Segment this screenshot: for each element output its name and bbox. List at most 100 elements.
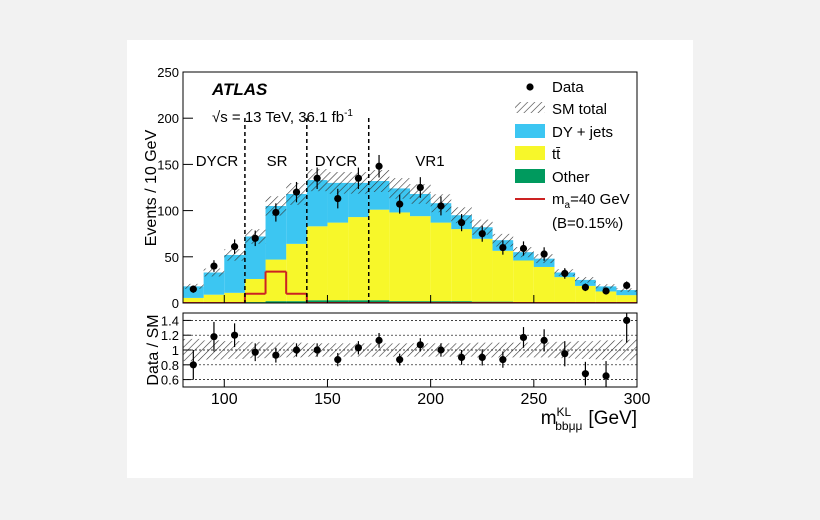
main-plot [183, 118, 637, 303]
legend-swatch [515, 169, 545, 183]
stack-segment [203, 294, 225, 303]
ratio-y-tick-label: 1.4 [161, 313, 179, 328]
ratio-point [272, 351, 280, 359]
stack-segment [616, 290, 637, 296]
x-title-unit: [GeV] [588, 408, 637, 429]
ratio-point [292, 346, 301, 354]
stack-segment [265, 301, 287, 303]
ratio-point [561, 350, 569, 358]
stack-segment [306, 300, 328, 303]
ratio-point [251, 348, 259, 356]
y-axis-title: Events / 10 GeV [143, 129, 160, 246]
stack-segment [183, 297, 204, 303]
ratio-point [354, 344, 363, 352]
legend-signal-rest: =40 GeV [570, 191, 630, 208]
ratio-y-axis-title: Data / SM [145, 314, 162, 385]
y-tick-label: 200 [157, 111, 179, 126]
energy-label: √s = 13 TeV, 36.1 fb-1 [212, 108, 353, 126]
ratio-point [313, 346, 321, 354]
data-point [334, 194, 342, 203]
main-frame [182, 71, 638, 304]
ratio-uncertainty-band [575, 341, 596, 359]
stack-segment [410, 216, 431, 302]
axes: DYCR SR DYCR VR1 0 50 100 150 200 250 0.60.811.21.… [157, 65, 650, 408]
ratio-uncertainty-band [224, 341, 245, 359]
stack-segment [203, 272, 225, 295]
stack-segment [306, 226, 328, 301]
ratio-point [457, 353, 466, 361]
legend-label: SM total [552, 101, 607, 118]
sm-uncertainty-band [203, 268, 225, 277]
stack-segment [575, 285, 596, 303]
ratio-point [375, 336, 383, 344]
legend-signal-name: m [552, 191, 565, 208]
y-tick-label: 250 [157, 65, 179, 80]
stack-segment [348, 217, 369, 301]
legend-sm-swatch [515, 102, 545, 113]
stack-segment [533, 266, 555, 303]
stack-segment [368, 300, 390, 303]
stack-segment [244, 278, 266, 303]
ratio-point [396, 356, 404, 364]
sm-uncertainty-band [616, 288, 637, 292]
stack-segment [575, 279, 596, 286]
sm-uncertainty-band [368, 170, 390, 193]
ratio-point [602, 372, 610, 380]
data-point [478, 230, 486, 238]
ratio-point [210, 333, 218, 341]
legend-signal-sub: a [565, 200, 571, 211]
energy-sup: -1 [344, 108, 353, 119]
data-point [210, 262, 218, 270]
stack-segment [471, 238, 493, 302]
region-label: VR1 [415, 153, 444, 170]
energy-text: √s = 13 TeV, 36.1 fb [212, 109, 344, 126]
ratio-y-tick-label: 1 [172, 343, 179, 358]
stack-segment [244, 236, 266, 279]
x-title-main: m [541, 408, 557, 429]
data-point [354, 174, 363, 182]
data-point [602, 287, 610, 295]
stack-segment [327, 300, 349, 303]
sm-uncertainty-band [575, 277, 596, 283]
x-tick-label: 200 [417, 391, 444, 408]
data-point [396, 200, 404, 208]
data-point [292, 188, 301, 196]
legend-label: ma=40 GeV [552, 191, 630, 211]
data-point [457, 219, 466, 227]
stack-segment [451, 229, 472, 302]
x-tick-label: 300 [624, 391, 651, 408]
x-tick-label: 250 [520, 391, 547, 408]
stack-segment [368, 209, 390, 301]
ratio-point [581, 370, 590, 378]
legend-swatch [515, 146, 545, 160]
ratio-uncertainty-band [492, 342, 514, 358]
stack-segment [616, 295, 637, 303]
data-point [375, 162, 383, 170]
stack-segment [327, 222, 349, 301]
ratio-point [437, 346, 445, 354]
ratio-y-tick-label: 1.2 [161, 328, 179, 343]
stack-segment [265, 205, 287, 260]
stack-segment [286, 301, 307, 303]
ratio-uncertainty-band [595, 340, 617, 360]
stack-segment [430, 222, 452, 302]
data-point [437, 202, 445, 210]
sm-uncertainty-band [389, 178, 410, 199]
ratio-point [499, 356, 507, 364]
region-label: DYCR [315, 153, 358, 170]
legend-label: DY + jets [552, 124, 613, 141]
ratio-point [230, 331, 239, 339]
stack-segment [348, 300, 369, 303]
sm-uncertainty-band [492, 233, 514, 247]
y-tick-label: 50 [165, 250, 179, 265]
stack-segment [513, 260, 534, 303]
ratio-point [334, 356, 342, 364]
data-point [540, 250, 548, 258]
ratio-point [623, 316, 631, 324]
ratio-frame [182, 312, 638, 388]
data-point [499, 243, 507, 252]
stack-segment [389, 212, 410, 302]
stack-segment [286, 193, 307, 244]
region-label: SR [267, 153, 288, 170]
ratio-uncertainty-band [616, 339, 637, 361]
